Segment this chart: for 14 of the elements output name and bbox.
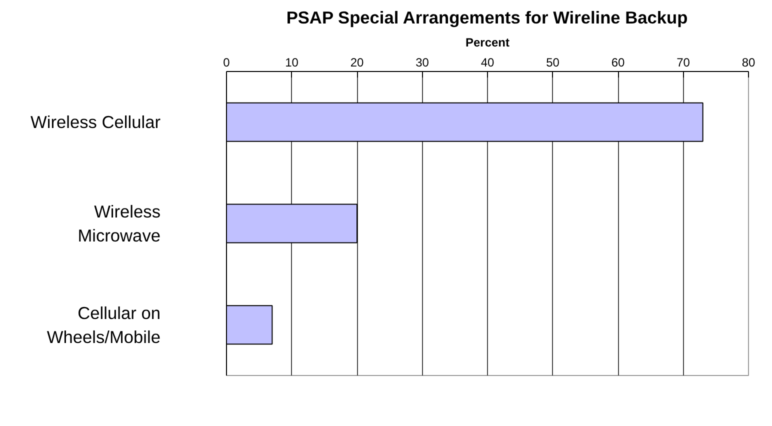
x-tick-label: 80	[742, 56, 756, 70]
y-tick-label: Wireless Cellular	[30, 112, 161, 132]
x-tick-label: 70	[676, 56, 690, 70]
y-tick-label: Wireless Microwave	[78, 202, 161, 246]
chart-title: PSAP Special Arrangements for Wireline Backup	[286, 8, 688, 28]
x-tick-label: 30	[416, 56, 430, 70]
y-tick-label: Cellular on Wheels/Mobile	[46, 302, 161, 347]
x-tick-label: 20	[350, 56, 364, 70]
x-tick-label: 50	[546, 56, 560, 70]
x-tick-label: 60	[611, 56, 625, 70]
x-tick-label: 40	[480, 56, 494, 70]
x-tick-label: 0	[223, 56, 230, 70]
x-tick-label: 10	[285, 56, 299, 70]
x-axis-title: Percent	[465, 36, 510, 50]
